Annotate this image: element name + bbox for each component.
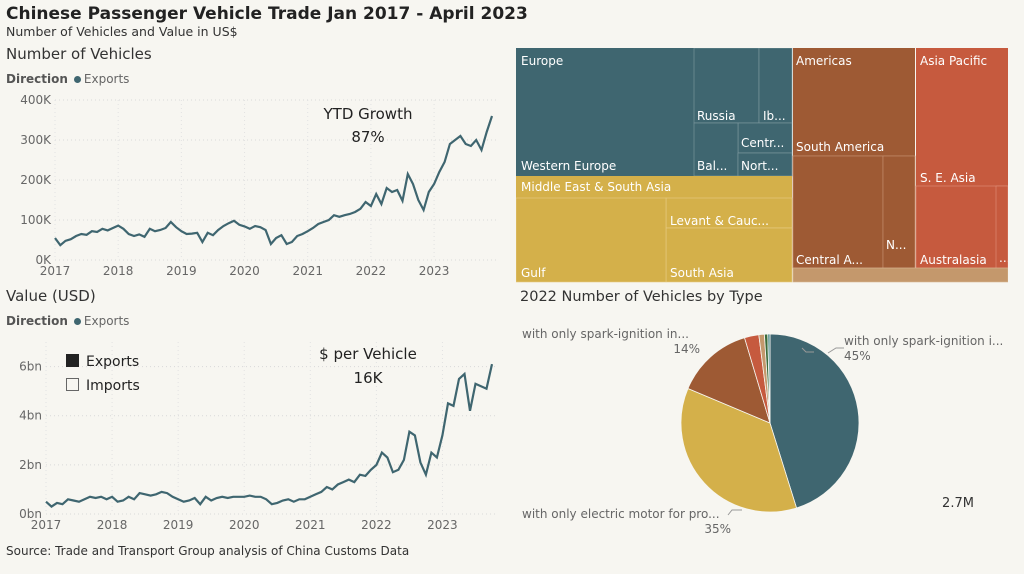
- treemap-label-australasia: Australasia: [920, 253, 987, 267]
- page-subtitle: Number of Vehicles and Value in US$: [6, 24, 238, 39]
- x-tick-label: 2021: [292, 264, 323, 278]
- pie-slice-0[interactable]: [769, 333, 860, 509]
- ytd-growth-label: YTD Growth: [323, 105, 413, 123]
- treemap-label-middle-east: Middle East & South Asia: [521, 180, 671, 194]
- treemap-label-se-asia: S. E. Asia: [920, 171, 976, 185]
- treemap-balkans[interactable]: [693, 122, 739, 177]
- pie-leader-14: [801, 347, 814, 353]
- pie-label-spark-ignition-in: with only spark-ignition in...: [522, 327, 689, 341]
- vehicle-type-pie-chart: with only spark-ignition in... 14% with …: [522, 327, 1003, 536]
- treemap-other-regions[interactable]: [792, 267, 1008, 283]
- vehicles-exports-line[interactable]: [54, 115, 494, 247]
- x-tick-label: 2020: [229, 518, 260, 532]
- pie-label-electric-motor: with only electric motor for pro...: [522, 507, 720, 521]
- value-legend-label: Direction: [6, 314, 68, 328]
- x-tick-label: 2018: [103, 264, 134, 278]
- treemap-north-america[interactable]: [882, 155, 916, 269]
- y-tick-label: 2bn: [19, 458, 42, 472]
- page-title: Chinese Passenger Vehicle Trade Jan 2017…: [6, 4, 528, 24]
- pie-total-value: 2.7M: [942, 496, 974, 511]
- value-grid: [45, 342, 496, 515]
- x-tick-label: 2022: [361, 518, 392, 532]
- x-tick-label: 2019: [166, 264, 197, 278]
- pie-slice-6[interactable]: [767, 333, 771, 424]
- pie-pct-45: 45%: [844, 349, 871, 363]
- value-y-axis: 0bn 2bn 4bn 6bn: [19, 360, 42, 521]
- y-tick-label: 4bn: [19, 409, 42, 423]
- y-tick-label: 100K: [20, 213, 52, 227]
- value-line-chart: 0bn 2bn 4bn 6bn 2017 2018 2019 2020 2021 2022 202…: [19, 342, 496, 532]
- pie-panel-title: 2022 Number of Vehicles by Type: [520, 289, 763, 305]
- treemap-gulf[interactable]: [516, 197, 667, 283]
- imports-toggle-label[interactable]: Imports: [86, 378, 140, 394]
- exports-toggle-checkbox[interactable]: [66, 354, 79, 367]
- y-tick-label: 400K: [20, 93, 52, 107]
- exports-dot-icon: [73, 318, 81, 325]
- pie-slices: [680, 333, 860, 513]
- pie-label-spark-ignition-i: with only spark-ignition i...: [844, 334, 1003, 348]
- y-tick-label: 0bn: [19, 507, 42, 521]
- treemap-label-balkans: Bal...: [697, 159, 727, 173]
- value-legend: Direction Exports: [6, 314, 129, 328]
- treemap-label-northern-europe: Nort...: [741, 159, 778, 173]
- x-tick-label: 2023: [419, 264, 450, 278]
- treemap-australasia[interactable]: [915, 185, 1008, 269]
- treemap-central-america[interactable]: [792, 155, 884, 269]
- vehicles-legend: Direction Exports: [6, 72, 129, 86]
- x-tick-label: 2017: [31, 518, 62, 532]
- treemap-label-central-europe: Centr...: [741, 136, 784, 150]
- treemap-label-iberia: Ib...: [763, 109, 786, 123]
- vehicles-grid: [54, 99, 496, 261]
- value-legend-item[interactable]: Exports: [83, 314, 130, 328]
- region-treemap: Europe Western Europe Russia Ib... Centr…: [516, 48, 1008, 283]
- pie-leader-45: [827, 347, 844, 354]
- x-tick-label: 2020: [229, 264, 260, 278]
- y-tick-label: 0K: [35, 253, 52, 267]
- x-tick-label: 2022: [356, 264, 387, 278]
- vehicles-legend-item[interactable]: Exports: [83, 72, 130, 86]
- source-note: Source: Trade and Transport Group analys…: [6, 544, 410, 558]
- vehicles-x-axis: 2017 2018 2019 2020 2021 2022 2023: [40, 264, 450, 278]
- x-tick-label: 2018: [97, 518, 128, 532]
- vehicles-y-axis: 0K 100K 200K 300K 400K: [20, 93, 52, 267]
- x-tick-label: 2023: [427, 518, 458, 532]
- treemap-label-south-america: South America: [796, 140, 884, 154]
- treemap-label-russia: Russia: [697, 109, 736, 123]
- treemap-label-other: ...: [999, 251, 1008, 265]
- value-x-axis: 2017 2018 2019 2020 2021 2022 2023: [31, 518, 458, 532]
- per-vehicle-label: $ per Vehicle: [319, 345, 417, 363]
- treemap-label-europe: Europe: [521, 54, 563, 68]
- treemap-label-central-america: Central A...: [796, 253, 863, 267]
- treemap-label-levant: Levant & Cauc...: [670, 214, 769, 228]
- vehicles-panel-title: Number of Vehicles: [6, 45, 152, 63]
- treemap-label-asia-pacific: Asia Pacific: [920, 54, 987, 68]
- pie-slice-2[interactable]: [687, 337, 771, 424]
- pie-leader-35: [727, 509, 742, 516]
- imports-toggle-checkbox[interactable]: [66, 378, 79, 391]
- treemap-label-americas: Americas: [796, 54, 852, 68]
- y-tick-label: 6bn: [19, 360, 42, 374]
- pie-pct-35: 35%: [704, 522, 731, 536]
- pie-slice-1[interactable]: [680, 388, 798, 513]
- treemap-south-asia[interactable]: [665, 227, 793, 283]
- pie-pct-14: 14%: [673, 342, 700, 356]
- ytd-growth-value: 87%: [351, 128, 384, 146]
- value-exports-line[interactable]: [45, 363, 494, 508]
- x-tick-label: 2019: [163, 518, 194, 532]
- y-tick-label: 300K: [20, 133, 52, 147]
- treemap-label-gulf: Gulf: [521, 266, 546, 280]
- value-panel-title: Value (USD): [6, 287, 96, 305]
- treemap-russia[interactable]: [693, 48, 760, 124]
- y-tick-label: 200K: [20, 173, 52, 187]
- vehicles-legend-label: Direction: [6, 72, 68, 86]
- exports-toggle-label[interactable]: Exports: [86, 354, 139, 370]
- x-tick-label: 2017: [40, 264, 71, 278]
- treemap-label-north-america: N...: [886, 238, 906, 252]
- x-tick-label: 2021: [295, 518, 326, 532]
- per-vehicle-value: 16K: [354, 369, 384, 387]
- treemap-label-western-europe: Western Europe: [521, 159, 616, 173]
- exports-dot-icon: [73, 76, 81, 83]
- treemap-label-south-asia: South Asia: [670, 266, 734, 280]
